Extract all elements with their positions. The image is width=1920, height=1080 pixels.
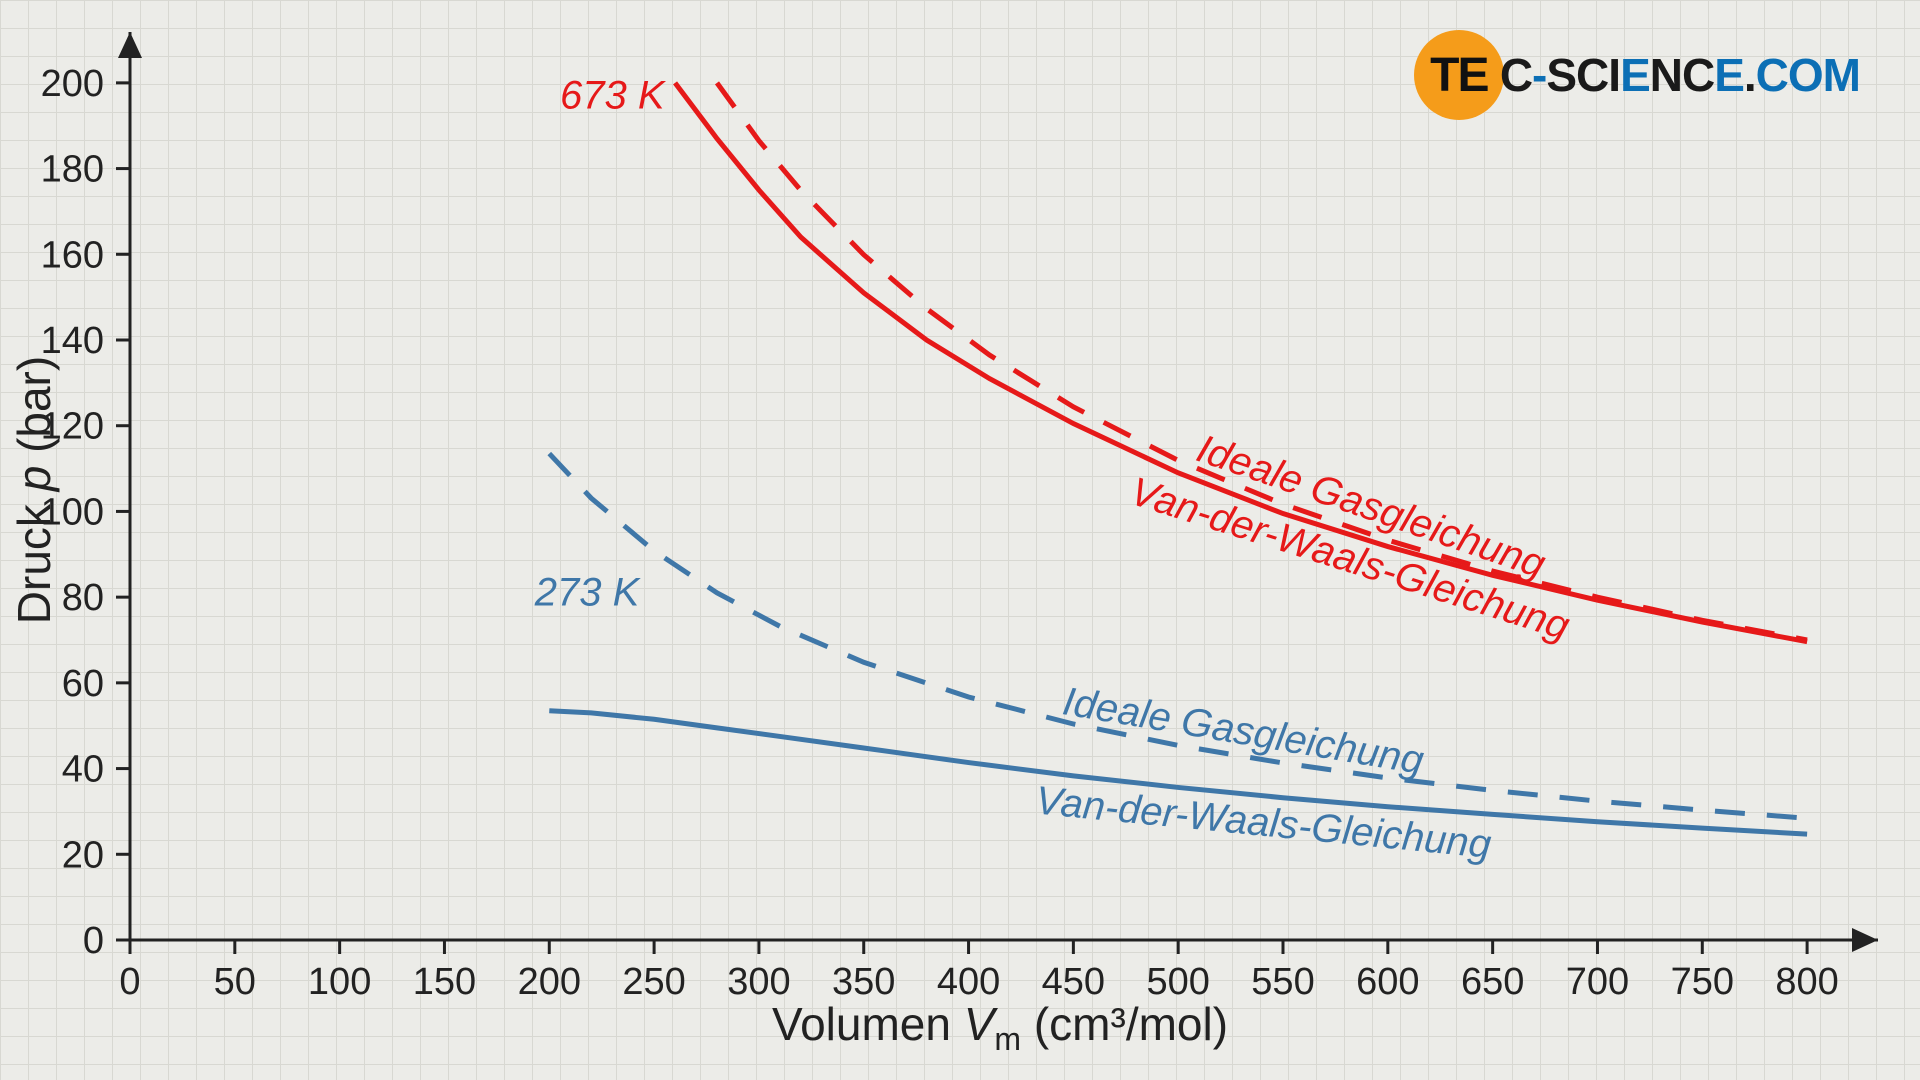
x-tick-label: 700 <box>1566 961 1629 1003</box>
y-tick-label: 140 <box>41 320 104 362</box>
x-tick-label: 400 <box>937 961 1000 1003</box>
y-axis-arrow <box>118 32 142 58</box>
label-t273: 273 K <box>534 571 642 615</box>
x-tick-label: 350 <box>832 961 895 1003</box>
x-tick-label: 450 <box>1042 961 1105 1003</box>
label-vdw_273: Van-der-Waals-Gleichung <box>1034 778 1493 866</box>
y-tick-label: 160 <box>41 234 104 276</box>
x-tick-label: 600 <box>1356 961 1419 1003</box>
x-tick-label: 150 <box>413 961 476 1003</box>
curve-t673_vdw <box>675 83 1807 642</box>
y-tick-label: 0 <box>83 920 104 962</box>
y-tick-label: 200 <box>41 63 104 105</box>
x-tick-label: 250 <box>622 961 685 1003</box>
x-tick-label: 750 <box>1671 961 1734 1003</box>
y-axis-title: Druck p (bar) <box>8 356 60 624</box>
x-axis-arrow <box>1852 928 1878 952</box>
x-tick-label: 200 <box>518 961 581 1003</box>
x-tick-label: 550 <box>1251 961 1314 1003</box>
x-tick-label: 500 <box>1146 961 1209 1003</box>
logo-circle: TE <box>1414 30 1504 120</box>
x-axis-title: Volumen Vm (cm³/mol) <box>772 998 1228 1057</box>
x-tick-label: 650 <box>1461 961 1524 1003</box>
label-t673: 673 K <box>560 74 667 118</box>
logo-text: C-SCIENCE.COM <box>1500 48 1860 102</box>
tec-science-logo: TE C-SCIENCE.COM <box>1414 30 1860 120</box>
y-tick-label: 180 <box>41 149 104 191</box>
y-tick-label: 20 <box>62 834 104 876</box>
x-tick-label: 50 <box>214 961 256 1003</box>
y-tick-label: 60 <box>62 663 104 705</box>
x-tick-label: 100 <box>308 961 371 1003</box>
x-tick-label: 0 <box>119 961 140 1003</box>
curve-t673_ideal <box>717 83 1807 640</box>
x-tick-label: 300 <box>727 961 790 1003</box>
y-tick-label: 40 <box>62 749 104 791</box>
x-tick-label: 800 <box>1775 961 1838 1003</box>
y-tick-label: 80 <box>62 577 104 619</box>
pv-isotherm-chart: 0501001502002503003504004505005506006507… <box>0 0 1920 1080</box>
label-ideal_273: Ideale Gasgleichung <box>1060 679 1427 783</box>
